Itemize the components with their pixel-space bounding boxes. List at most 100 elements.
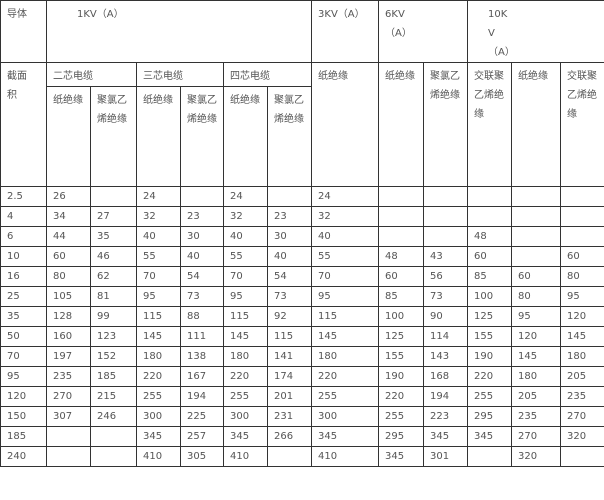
- ampacity-cell: [467, 206, 513, 227]
- ampacity-cell: 40: [223, 226, 268, 247]
- ampacity-cell: 225: [180, 406, 224, 427]
- ampacity-cell: [560, 206, 604, 227]
- ampacity-cell: 81: [90, 286, 137, 307]
- ampacity-cell: 300: [311, 406, 380, 427]
- table-row: 16 80 62 70 54 70 54 70 60 56 85 60 80: [0, 266, 604, 287]
- ampacity-cell: [511, 206, 562, 227]
- ampacity-cell: 32: [311, 206, 380, 227]
- ampacity-cell: 23: [266, 206, 313, 227]
- ampacity-cell: 26: [46, 186, 91, 207]
- ampacity-cell: 141: [266, 346, 313, 367]
- ampacity-cell: 73: [180, 286, 224, 307]
- ampacity-cell: 23: [180, 206, 224, 227]
- ampacity-cell: 167: [180, 366, 224, 387]
- header-four-core-paper: 纸绝缘: [223, 86, 268, 187]
- ampacity-cell: [378, 186, 425, 207]
- ampacity-cell: 194: [180, 386, 224, 407]
- cross-section-cell: 16: [0, 266, 47, 287]
- ampacity-cell: 307: [46, 406, 91, 427]
- ampacity-cell: [423, 226, 469, 247]
- ampacity-cell: 320: [560, 426, 604, 447]
- ampacity-cell: 270: [560, 406, 604, 427]
- ampacity-cell: 255: [378, 406, 425, 427]
- ampacity-cell: 410: [223, 446, 268, 467]
- ampacity-cell: 120: [511, 326, 562, 347]
- ampacity-cell: 111: [180, 326, 224, 347]
- header-10kv: 10KV（A）: [467, 0, 604, 63]
- ampacity-cell: 125: [467, 306, 513, 327]
- ampacity-cell: 115: [136, 306, 181, 327]
- ampacity-cell: 145: [560, 326, 604, 347]
- ampacity-cell: 220: [467, 366, 513, 387]
- header-6kv-label: 6KV（A）: [385, 9, 412, 39]
- ampacity-cell: 60: [378, 266, 425, 287]
- ampacity-cell: 155: [378, 346, 425, 367]
- ampacity-cell: 155: [467, 326, 513, 347]
- table-row: 25 105 81 95 73 95 73 95 85 73 100 80 95: [0, 286, 604, 307]
- table-row: 150 307 246 300 225 300 231 300 255 223 295 235 270: [0, 406, 604, 427]
- ampacity-cell: 35: [90, 226, 137, 247]
- ampacity-cell: 46: [90, 246, 137, 267]
- table-row: 50 160 123 145 111 145 115 145 125 114 155 120 145: [0, 326, 604, 347]
- ampacity-cell: 220: [136, 366, 181, 387]
- ampacity-cell: 201: [266, 386, 313, 407]
- ampacity-cell: 320: [511, 446, 562, 467]
- header-1kv: 1KV（A）: [45, 0, 313, 63]
- ampacity-cell: 27: [90, 206, 137, 227]
- ampacity-cell: 180: [560, 346, 604, 367]
- ampacity-cell: 70: [223, 266, 268, 287]
- ampacity-cell: 220: [378, 386, 425, 407]
- cross-section-cell: 4: [0, 206, 47, 227]
- ampacity-cell: 266: [266, 426, 313, 447]
- ampacity-cell: 85: [378, 286, 425, 307]
- ampacity-cell: 95: [511, 306, 562, 327]
- ampacity-cell: 40: [136, 226, 181, 247]
- ampacity-cell: [180, 186, 224, 207]
- ampacity-cell: [511, 186, 562, 207]
- table-row: 10 60 46 55 40 55 40 55 48 43 60 60: [0, 246, 604, 267]
- ampacity-cell: 48: [378, 246, 425, 267]
- header-three-core: 三芯电缆: [136, 62, 224, 87]
- ampacity-cell: 345: [378, 446, 425, 467]
- ampacity-cell: 120: [560, 306, 604, 327]
- ampacity-cell: 168: [423, 366, 469, 387]
- ampacity-cell: 270: [511, 426, 562, 447]
- ampacity-cell: 185: [90, 366, 137, 387]
- header-10kv-paper: 纸绝缘: [511, 62, 562, 187]
- header-two-core-pvc: 聚氯乙烯绝缘: [90, 86, 137, 187]
- cross-section-cell: 150: [0, 406, 47, 427]
- table-row: 95 235 185 220 167 220 174 220 190 168 220 180 205: [0, 366, 604, 387]
- cross-section-cell: 95: [0, 366, 47, 387]
- ampacity-cell: 40: [311, 226, 380, 247]
- ampacity-cell: 95: [560, 286, 604, 307]
- table-row: 6 44 35 40 30 40 30 40 48: [0, 226, 604, 247]
- ampacity-cell: [90, 426, 137, 447]
- ampacity-cell: 255: [223, 386, 268, 407]
- ampacity-cell: 235: [511, 406, 562, 427]
- header-3kv: 3KV（A）: [311, 0, 380, 63]
- ampacity-cell: 55: [223, 246, 268, 267]
- ampacity-cell: [46, 446, 91, 467]
- ampacity-cell: [378, 226, 425, 247]
- header-four-core-pvc: 聚氯乙烯绝缘: [266, 86, 313, 187]
- ampacity-cell: 34: [46, 206, 91, 227]
- ampacity-cell: 345: [223, 426, 268, 447]
- header-conductor: 导体: [0, 0, 47, 63]
- ampacity-cell: [266, 186, 313, 207]
- ampacity-cell: 80: [46, 266, 91, 287]
- ampacity-cell: 345: [467, 426, 513, 447]
- ampacity-cell: 145: [311, 326, 380, 347]
- cross-section-cell: 10: [0, 246, 47, 267]
- ampacity-cell: 70: [311, 266, 380, 287]
- header-6kv-paper: 纸绝缘: [378, 62, 425, 187]
- header-three-core-paper: 纸绝缘: [136, 86, 181, 187]
- ampacity-cell: 160: [46, 326, 91, 347]
- ampacity-cell: 48: [467, 226, 513, 247]
- ampacity-cell: 95: [223, 286, 268, 307]
- ampacity-cell: [560, 226, 604, 247]
- ampacity-cell: 255: [311, 386, 380, 407]
- ampacity-cell: [90, 446, 137, 467]
- ampacity-cell: [511, 226, 562, 247]
- header-3kv-paper: 纸绝缘: [311, 62, 380, 187]
- ampacity-cell: 410: [311, 446, 380, 467]
